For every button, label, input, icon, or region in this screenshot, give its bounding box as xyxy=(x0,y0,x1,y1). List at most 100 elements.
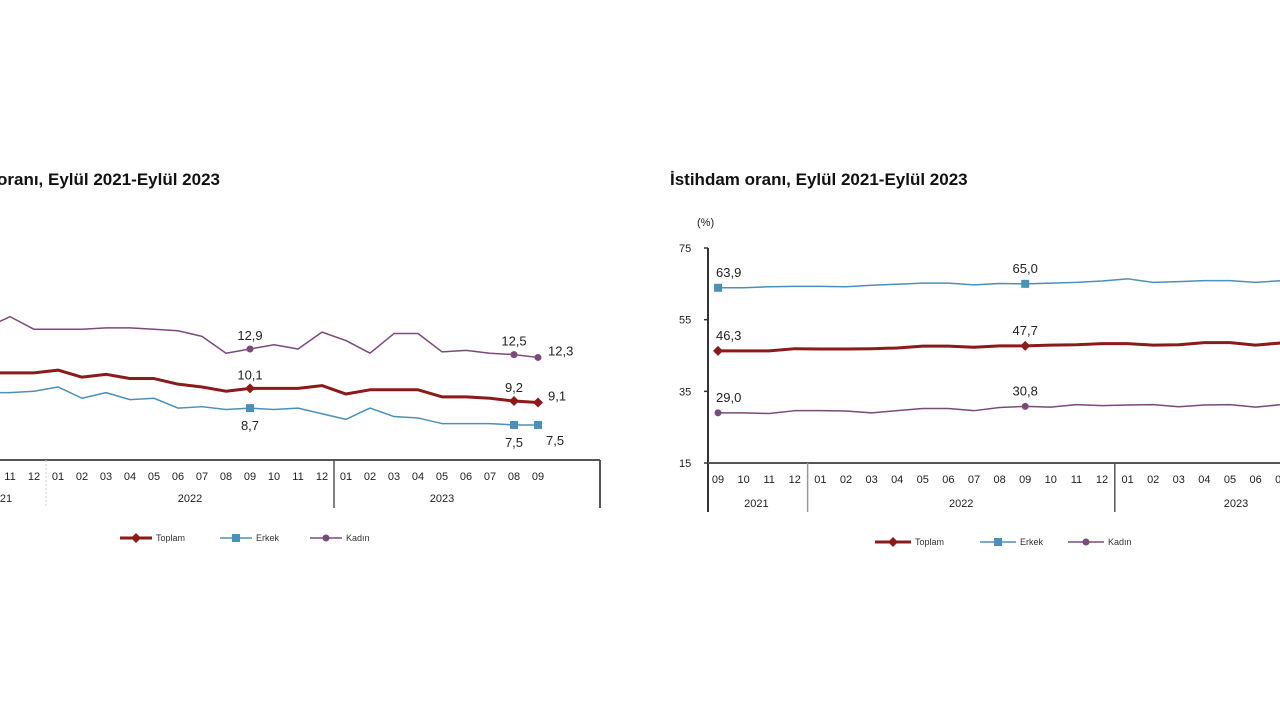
data-label: 9,2 xyxy=(505,380,523,395)
x-tick-label: 06 xyxy=(942,474,954,486)
legend-marker xyxy=(1082,538,1090,546)
x-tick-label: 03 xyxy=(1173,474,1185,486)
data-label: 9,1 xyxy=(548,388,566,403)
data-label: 47,7 xyxy=(1013,323,1038,338)
unemployment-chart-title: oranı, Eylül 2021-Eylül 2023 xyxy=(0,170,221,189)
x-tick-label: 04 xyxy=(1198,474,1210,486)
x-tick-label: 11 xyxy=(4,471,15,483)
y-tick-label: 35 xyxy=(679,386,691,398)
x-tick-label: 07 xyxy=(1275,474,1280,486)
x-tick-label: 04 xyxy=(412,471,424,483)
data-point-marker xyxy=(510,420,518,429)
legend-marker xyxy=(232,534,240,542)
data-label: 12,3 xyxy=(548,343,573,358)
legend-marker xyxy=(888,537,898,547)
data-label: 63,9 xyxy=(716,265,741,280)
legend-marker xyxy=(131,533,141,543)
data-point-marker xyxy=(534,420,542,429)
data-point-marker xyxy=(1021,279,1030,288)
x-tick-label: 01 xyxy=(814,474,826,486)
x-tick-label: 12 xyxy=(316,471,328,483)
x-tick-label: 04 xyxy=(891,474,903,486)
x-tick-label: 11 xyxy=(292,471,303,483)
data-point-marker xyxy=(1021,402,1029,410)
x-tick-label: 06 xyxy=(1249,474,1261,486)
x-tick-label: 03 xyxy=(865,474,877,486)
x-tick-label: 02 xyxy=(76,471,88,483)
legend-label-kadın: Kadın xyxy=(1108,537,1132,547)
legend-label-toplam: Toplam xyxy=(156,533,185,543)
data-point-marker xyxy=(509,396,519,407)
year-label-2023: 2023 xyxy=(1224,498,1248,510)
x-tick-label: 12 xyxy=(789,474,801,486)
data-point-marker xyxy=(534,353,542,361)
y-tick-label: 15 xyxy=(679,458,691,470)
data-label: 30,8 xyxy=(1013,383,1038,398)
x-tick-label: 02 xyxy=(1147,474,1159,486)
legend-label-kadın: Kadın xyxy=(346,533,370,543)
data-label: 10,1 xyxy=(237,367,262,382)
legend-label-toplam: Toplam xyxy=(915,537,944,547)
data-point-marker xyxy=(714,409,722,417)
x-tick-label: 04 xyxy=(124,471,136,483)
x-tick-label: 12 xyxy=(28,471,40,483)
x-tick-label: 01 xyxy=(52,471,64,483)
x-tick-label: 10 xyxy=(268,471,280,483)
x-tick-label: 03 xyxy=(388,471,400,483)
legend-marker xyxy=(322,534,330,542)
y-axis-unit-label: (%) xyxy=(697,217,714,229)
year-label-2021: 21 xyxy=(0,493,12,505)
x-tick-label: 07 xyxy=(484,471,496,483)
year-label-2022: 2022 xyxy=(949,498,973,510)
data-label: 12,9 xyxy=(237,328,262,343)
x-tick-label: 09 xyxy=(244,471,256,483)
data-label: 7,5 xyxy=(505,435,523,450)
data-point-marker xyxy=(245,383,255,394)
x-tick-label: 05 xyxy=(436,471,448,483)
series-line-kadın xyxy=(718,403,1280,415)
x-tick-label: 11 xyxy=(1071,474,1082,486)
legend-label-erkek: Erkek xyxy=(256,533,280,543)
data-label: 12,5 xyxy=(501,334,526,349)
x-tick-label: 10 xyxy=(1045,474,1057,486)
x-tick-label: 09 xyxy=(712,474,724,486)
x-tick-label: 06 xyxy=(460,471,472,483)
year-label-2021: 2021 xyxy=(744,498,768,510)
data-point-marker xyxy=(714,283,722,292)
x-tick-label: 09 xyxy=(1019,474,1031,486)
x-tick-label: 11 xyxy=(763,474,774,486)
x-tick-label: 01 xyxy=(1121,474,1133,486)
data-point-marker xyxy=(533,397,543,408)
year-label-2022: 2022 xyxy=(178,493,202,505)
series-line-kadın xyxy=(0,315,539,359)
series-line-toplam xyxy=(718,341,1280,353)
data-label: 8,7 xyxy=(241,418,259,433)
x-tick-label: 01 xyxy=(340,471,352,483)
x-tick-label: 08 xyxy=(508,471,520,483)
data-point-marker xyxy=(246,345,254,353)
data-label: 29,0 xyxy=(716,390,741,405)
x-tick-label: 10 xyxy=(737,474,749,486)
x-tick-label: 06 xyxy=(172,471,184,483)
y-tick-label: 55 xyxy=(679,315,691,327)
series-line-erkek xyxy=(718,278,1280,289)
series-line-erkek xyxy=(0,386,538,426)
data-label: 46,3 xyxy=(716,328,741,343)
x-tick-label: 12 xyxy=(1096,474,1108,486)
x-tick-label: 08 xyxy=(993,474,1005,486)
legend-marker xyxy=(994,538,1002,546)
x-tick-label: 08 xyxy=(220,471,232,483)
x-tick-label: 03 xyxy=(100,471,112,483)
data-point-marker xyxy=(246,404,254,413)
x-tick-label: 09 xyxy=(532,471,544,483)
data-label: 7,5 xyxy=(546,433,564,448)
year-label-2023: 2023 xyxy=(430,493,454,505)
x-tick-label: 07 xyxy=(968,474,980,486)
x-tick-label: 05 xyxy=(1224,474,1236,486)
x-tick-label: 02 xyxy=(364,471,376,483)
data-point-marker xyxy=(713,345,723,356)
x-tick-label: 05 xyxy=(917,474,929,486)
x-tick-label: 05 xyxy=(148,471,160,483)
data-point-marker xyxy=(510,351,518,359)
x-tick-label: 02 xyxy=(840,474,852,486)
